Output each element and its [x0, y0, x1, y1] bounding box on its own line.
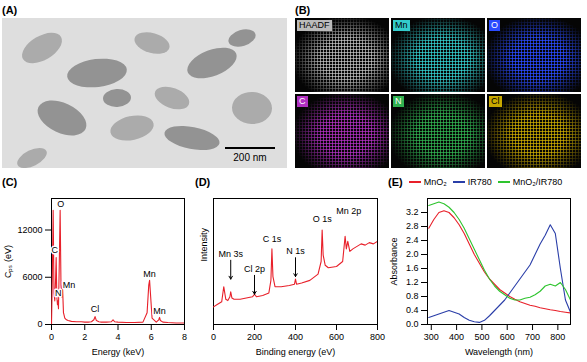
html-text:MnO₂: MnO₂	[423, 177, 447, 187]
svg-text:12000: 12000	[17, 225, 42, 235]
svg-text:2.0: 2.0	[406, 249, 419, 259]
html-text:(D): (D)	[195, 176, 211, 188]
svg-text:4: 4	[115, 332, 120, 342]
svg-text:300: 300	[424, 332, 439, 342]
svg-text:Wavelength (nm): Wavelength (nm)	[465, 347, 533, 357]
svg-text:Mn: Mn	[63, 280, 76, 290]
svg-text:0.0: 0.0	[406, 319, 419, 329]
svg-text:800: 800	[370, 332, 385, 342]
svg-text:6: 6	[149, 332, 154, 342]
svg-text:3.2: 3.2	[406, 207, 419, 217]
svg-text:N: N	[55, 288, 62, 298]
svg-text:800: 800	[550, 332, 565, 342]
svg-text:Mn: Mn	[143, 269, 156, 279]
svg-text:200 nm: 200 nm	[233, 152, 266, 163]
svg-text:O 1s: O 1s	[313, 214, 333, 224]
svg-text:N 1s: N 1s	[286, 246, 305, 256]
html-text:(B): (B)	[295, 4, 311, 16]
svg-text:Mn: Mn	[153, 306, 166, 316]
svg-text:Mn 3s: Mn 3s	[218, 249, 243, 259]
svg-text:400: 400	[288, 332, 303, 342]
svg-text:C: C	[52, 245, 59, 255]
svg-text:600: 600	[329, 332, 344, 342]
html-text:(C): (C)	[2, 176, 18, 188]
svg-text:Energy (keV): Energy (keV)	[92, 347, 145, 357]
svg-text:2: 2	[82, 332, 87, 342]
svg-text:Absorbance: Absorbance	[389, 237, 399, 285]
svg-text:6000: 6000	[22, 272, 42, 282]
svg-text:0: 0	[37, 319, 42, 329]
html-text:MnO₂/IR780: MnO₂/IR780	[512, 177, 563, 187]
svg-text:Cl 2p: Cl 2p	[244, 264, 265, 274]
svg-text:8: 8	[182, 332, 187, 342]
svg-text:0.4: 0.4	[406, 305, 419, 315]
svg-text:0: 0	[211, 332, 216, 342]
html-text:N: N	[395, 96, 402, 106]
svg-text:O: O	[57, 199, 64, 209]
svg-text:Binding energy (eV): Binding energy (eV)	[256, 347, 336, 357]
svg-text:600: 600	[500, 332, 515, 342]
svg-text:2.8: 2.8	[406, 221, 419, 231]
svg-text:C 1s: C 1s	[263, 234, 282, 244]
svg-text:Cₚₛ (eV): Cₚₛ (eV)	[3, 245, 14, 278]
html-text:O: O	[491, 20, 498, 30]
svg-text:200: 200	[247, 332, 262, 342]
html-text:IR780: IR780	[467, 177, 492, 187]
html-text:(E): (E)	[388, 176, 403, 188]
html-text:HAADF: HAADF	[299, 20, 330, 30]
svg-text:500: 500	[474, 332, 489, 342]
svg-text:2.4: 2.4	[406, 235, 419, 245]
svg-text:Cl: Cl	[91, 304, 100, 314]
svg-text:0: 0	[49, 332, 54, 342]
html-text:C: C	[299, 96, 306, 106]
svg-text:700: 700	[525, 332, 540, 342]
html-text:Cl: Cl	[491, 96, 500, 106]
svg-text:Mn 2p: Mn 2p	[336, 206, 361, 216]
svg-text:400: 400	[449, 332, 464, 342]
svg-text:0.8: 0.8	[406, 291, 419, 301]
html-text:(A): (A)	[2, 4, 18, 16]
svg-text:1.2: 1.2	[406, 277, 419, 287]
svg-text:Intensity: Intensity	[199, 227, 209, 261]
svg-text:1.6: 1.6	[406, 263, 419, 273]
html-text:Mn: Mn	[395, 20, 408, 30]
